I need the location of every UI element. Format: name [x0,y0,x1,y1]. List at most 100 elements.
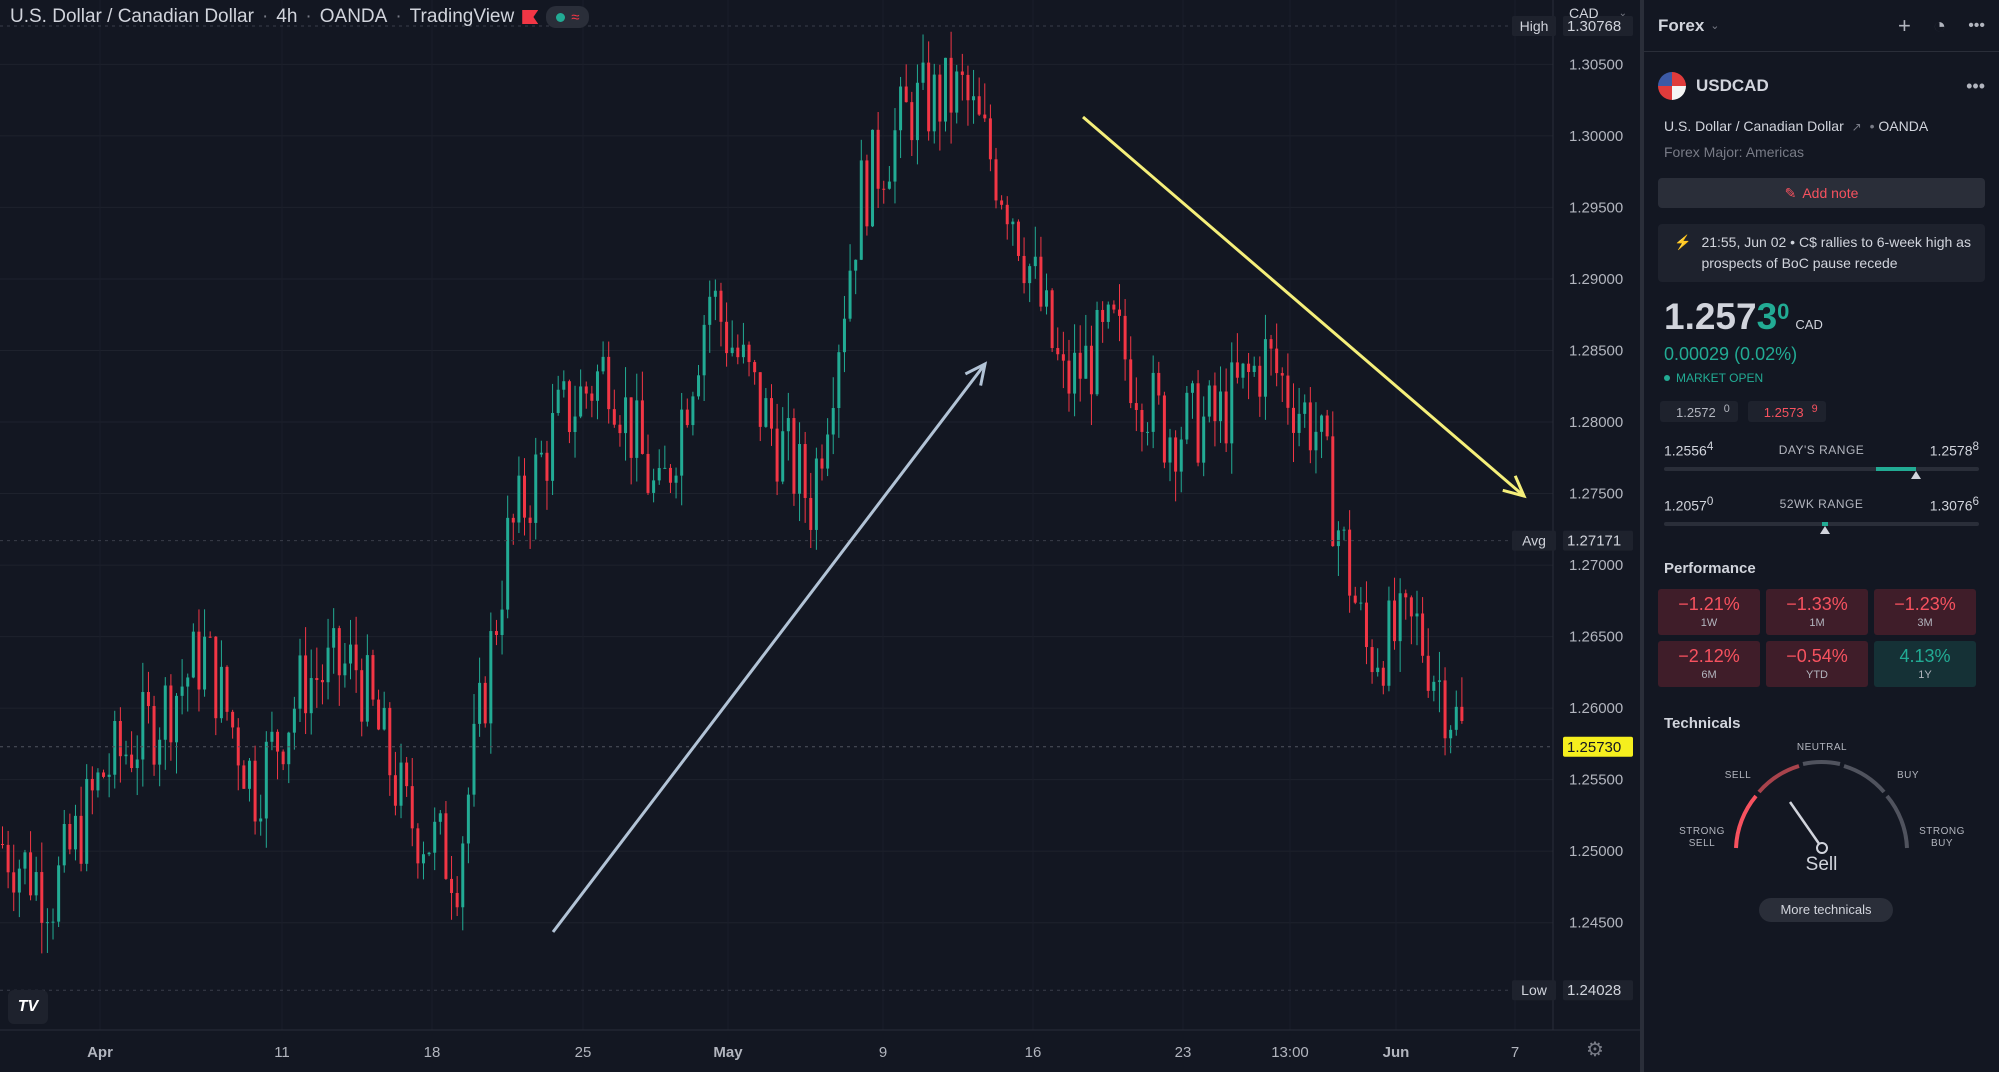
candle-body [1370,647,1374,673]
candle-body [377,699,381,730]
price-tick-label: 1.29000 [1569,271,1623,288]
candle-body [775,428,779,482]
performance-cell-3m[interactable]: −1.23% 3M [1874,588,1976,635]
news-headline[interactable]: ⚡ 21:55, Jun 02 • C$ rallies to 6-week h… [1658,224,1985,282]
candle-body [292,708,296,733]
gauge-pivot [1816,841,1828,854]
candle-body [1185,392,1189,440]
candle-body [332,628,336,648]
candle-body [590,393,594,401]
technicals-gauge[interactable]: STRONG SELL SELL NEUTRAL BUY STRONG BUY … [1644,738,1999,948]
candle-body [848,270,852,319]
candle-body [786,418,790,432]
chevron-down-icon[interactable]: ⌄ [1710,20,1720,32]
candle-body [657,468,661,481]
candle-body [977,96,981,115]
candle-body [1393,600,1397,642]
candle-body [1190,383,1194,393]
add-symbol-icon[interactable]: + [1898,12,1911,38]
candle-body [158,739,162,765]
candle-body [736,347,740,358]
candle-body [1078,352,1082,379]
price-tick-label: 1.27000 [1569,557,1623,574]
candle-body [270,731,274,742]
candle-body [1011,221,1015,225]
candle-body [730,347,734,354]
chart-area[interactable]: 1.30500 1.30000 1.29500 1.29000 1.28500 1.280… [0,0,1640,1072]
symbol-ticker[interactable]: USDCAD [1696,76,1769,95]
candle-body [1275,348,1279,374]
symbol-more-icon[interactable]: ••• [1966,75,1985,96]
legend-symbol-name[interactable]: U.S. Dollar / Canadian Dollar [10,6,254,27]
uptrend-arrow [551,363,987,933]
more-icon[interactable]: ••• [1968,16,1985,34]
days-range-fill [1876,466,1916,471]
low-price-box [1563,980,1633,1001]
high-price-value: 1.30768 [1567,18,1621,35]
52wk-high: 1.30766 [1930,495,1979,514]
candle-body [1263,339,1267,397]
52wk-range-fill [1821,521,1828,526]
symbol-category: Forex Major: Americas [1664,144,1805,160]
candle-body [320,680,324,683]
candle-body [461,843,465,908]
candle-body [1033,256,1037,267]
candle-body [85,778,89,864]
performance-cell-1w[interactable]: −1.21% 1W [1658,588,1760,635]
technicals-title[interactable]: Technicals [1664,714,1741,732]
symbol-description[interactable]: U.S. Dollar / Canadian Dollar [1664,118,1844,134]
gauge-strong-buy-text: STRONG BUY [1919,825,1965,849]
candle-body [68,824,72,850]
candle-body [814,458,818,530]
candle-body [629,397,633,458]
price-tick-label: 1.28000 [1569,414,1623,431]
performance-cell-1m[interactable]: −1.33% 1M [1766,588,1868,635]
candle-body [1168,437,1172,463]
candle-body [865,160,869,227]
candle-body [764,398,768,427]
more-technicals-button[interactable]: More technicals [1759,897,1893,922]
candle-body [208,636,212,638]
time-tick-label: 7 [1511,1044,1519,1061]
candle-body [34,872,38,896]
axis-currency-selector[interactable]: CAD ⌄ [1563,2,1633,24]
candle-body [90,778,94,791]
advanced-view-icon[interactable]: ◔ [1932,12,1947,38]
flag-icon[interactable] [522,10,539,24]
candle-body [994,159,998,201]
low-price-tag: Low [1521,982,1548,998]
gear-icon[interactable]: ⚙ [1586,1038,1604,1061]
days-range-bar [1664,466,1979,479]
candle-body [573,416,577,433]
candle-body [203,636,207,690]
tradingview-logo-icon[interactable]: TV [8,990,48,1024]
candle-body [1123,315,1127,360]
candle-body [1146,431,1150,433]
candle-body [1230,362,1234,444]
add-note-button[interactable]: ✎ Add note [1658,178,1985,208]
legend-interval[interactable]: 4h [276,6,298,27]
candle-body [668,467,672,483]
market-status-pill[interactable]: ≈ [546,6,590,28]
performance-cell-1y[interactable]: 4.13% 1Y [1874,640,1976,687]
candle-body [685,409,689,426]
external-link-icon[interactable]: ↗ [1851,120,1862,134]
axis-currency-label: CAD [1569,5,1599,21]
price-chart[interactable]: 1.30500 1.30000 1.29500 1.29000 1.28500 1.280… [0,0,1640,1072]
candle-body [489,631,493,724]
performance-cell-ytd[interactable]: −0.54% YTD [1766,640,1868,687]
performance-period: 1W [1700,617,1718,630]
performance-cell-6m[interactable]: −2.12% 6M [1658,640,1760,687]
watchlist-title[interactable]: Forex [1658,15,1705,35]
candle-body [1022,255,1026,284]
52wk-range-bar [1664,521,1979,534]
candle-body [517,475,521,523]
time-tick-label: Apr [87,1044,113,1061]
candle-body [96,772,100,791]
52wk-range: 1.20570 52WK RANGE 1.30766 [1644,495,1999,534]
bid-sup: 0 [1723,403,1730,415]
candle-body [1415,613,1419,617]
candle-body [904,86,908,103]
days-range-high-value: 1.2578 [1929,442,1973,459]
gauge-label-strong-sell: STRONG SELL [1672,826,1732,850]
